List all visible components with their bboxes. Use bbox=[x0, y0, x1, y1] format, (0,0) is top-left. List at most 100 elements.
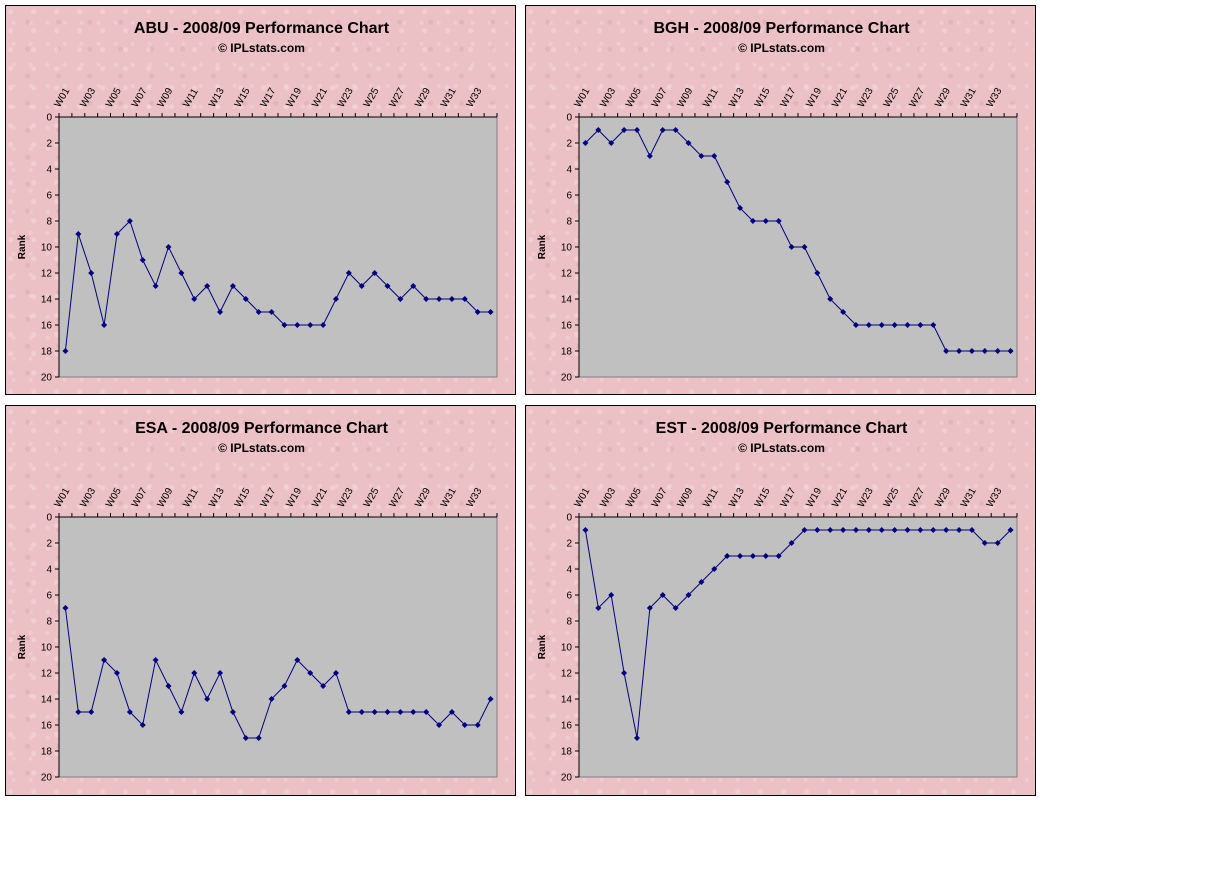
data-point bbox=[737, 205, 744, 211]
x-tick-label: W27 bbox=[907, 86, 927, 110]
x-tick-label: W03 bbox=[598, 86, 618, 110]
x-tick-label: W33 bbox=[465, 486, 485, 510]
y-tick-label: 16 bbox=[561, 721, 573, 732]
x-tick-label: W05 bbox=[104, 86, 124, 110]
data-point bbox=[448, 296, 455, 302]
x-tick-label: W11 bbox=[181, 486, 201, 509]
x-tick-label: W07 bbox=[650, 486, 670, 510]
x-tick-label: W25 bbox=[362, 486, 382, 510]
y-tick-label: 14 bbox=[41, 695, 53, 706]
data-point bbox=[165, 683, 172, 689]
x-tick-label: W29 bbox=[933, 86, 953, 110]
y-axis-label: Rank bbox=[17, 234, 28, 259]
x-tick-label: W31 bbox=[439, 86, 459, 110]
y-tick-label: 4 bbox=[566, 565, 572, 576]
x-tick-label: W23 bbox=[856, 486, 876, 510]
x-tick-label: W19 bbox=[804, 86, 824, 110]
x-tick-label: W13 bbox=[207, 86, 227, 110]
data-point bbox=[217, 670, 224, 676]
x-tick-label: W15 bbox=[233, 486, 253, 510]
data-point bbox=[152, 657, 159, 663]
data-point bbox=[943, 527, 950, 533]
data-point bbox=[474, 309, 481, 315]
x-tick-label: W03 bbox=[598, 486, 618, 510]
data-point bbox=[384, 283, 391, 289]
y-tick-label: 6 bbox=[566, 591, 572, 602]
chart-subtitle: © IPLstats.com bbox=[218, 441, 305, 455]
data-point bbox=[62, 605, 69, 611]
data-point bbox=[307, 670, 314, 676]
data-point bbox=[646, 605, 653, 611]
data-point bbox=[762, 218, 769, 224]
data-point bbox=[62, 348, 69, 354]
y-axis-label: Rank bbox=[537, 634, 548, 659]
data-point bbox=[749, 218, 756, 224]
y-tick-label: 20 bbox=[41, 773, 53, 784]
x-tick-label: W25 bbox=[362, 86, 382, 110]
y-tick-label: 12 bbox=[41, 269, 53, 280]
series-line bbox=[64, 607, 492, 739]
plot-area bbox=[58, 516, 498, 778]
data-point bbox=[981, 540, 988, 546]
data-point bbox=[139, 722, 146, 728]
x-tick-label: W09 bbox=[156, 486, 176, 510]
data-point bbox=[307, 322, 314, 328]
x-tick-label: W33 bbox=[465, 86, 485, 110]
x-tick-label: W05 bbox=[624, 486, 644, 510]
data-point bbox=[840, 309, 847, 315]
data-point bbox=[788, 244, 795, 250]
chart-esa: ESA - 2008/09 Performance Chart © IPLstat… bbox=[17, 420, 498, 784]
data-point bbox=[178, 709, 185, 715]
x-tick-label: W09 bbox=[676, 486, 696, 510]
chart-abu: ABU - 2008/09 Performance Chart © IPLstat… bbox=[17, 20, 498, 384]
data-point bbox=[332, 670, 339, 676]
y-tick-label: 14 bbox=[41, 295, 53, 306]
x-tick-label: W17 bbox=[779, 86, 799, 110]
data-point bbox=[788, 540, 795, 546]
x-tick-label: W01 bbox=[53, 86, 73, 110]
x-tick-label: W09 bbox=[156, 86, 176, 110]
series-line bbox=[64, 220, 491, 352]
data-point bbox=[724, 179, 731, 185]
data-point bbox=[814, 270, 821, 276]
chart-title: ABU - 2008/09 Performance Chart bbox=[134, 20, 390, 37]
y-tick-label: 10 bbox=[561, 643, 573, 654]
y-tick-label: 12 bbox=[41, 669, 53, 680]
data-point bbox=[487, 309, 494, 315]
x-tick-label: W25 bbox=[882, 86, 902, 110]
data-point bbox=[801, 527, 808, 533]
data-point bbox=[891, 322, 898, 328]
y-tick-label: 10 bbox=[41, 643, 53, 654]
x-tick-label: W21 bbox=[310, 486, 330, 510]
data-point bbox=[139, 257, 146, 263]
data-point bbox=[101, 657, 108, 663]
data-point bbox=[165, 244, 172, 250]
data-point bbox=[685, 140, 692, 146]
chart-subtitle: © IPLstats.com bbox=[738, 41, 825, 55]
y-tick-label: 2 bbox=[46, 539, 52, 550]
x-tick-label: W31 bbox=[959, 486, 979, 510]
data-point bbox=[281, 683, 288, 689]
y-tick-label: 0 bbox=[566, 513, 572, 524]
data-point bbox=[827, 527, 834, 533]
data-point bbox=[633, 127, 640, 133]
y-tick-label: 2 bbox=[566, 139, 572, 150]
y-tick-label: 6 bbox=[46, 591, 52, 602]
y-tick-label: 2 bbox=[46, 139, 52, 150]
data-point bbox=[724, 553, 731, 559]
data-point bbox=[865, 527, 872, 533]
x-tick-label: W07 bbox=[130, 86, 150, 110]
data-point bbox=[659, 592, 666, 598]
data-point bbox=[968, 348, 975, 354]
data-point bbox=[672, 127, 679, 133]
data-point bbox=[711, 566, 718, 572]
y-tick-label: 0 bbox=[46, 113, 52, 124]
data-point bbox=[943, 348, 950, 354]
y-tick-label: 8 bbox=[566, 217, 572, 228]
x-tick-label: W03 bbox=[78, 86, 98, 110]
y-tick-label: 16 bbox=[561, 321, 573, 332]
y-tick-label: 4 bbox=[46, 565, 52, 576]
x-tick-label: W07 bbox=[130, 486, 150, 510]
data-point bbox=[595, 127, 602, 133]
data-point bbox=[152, 283, 159, 289]
